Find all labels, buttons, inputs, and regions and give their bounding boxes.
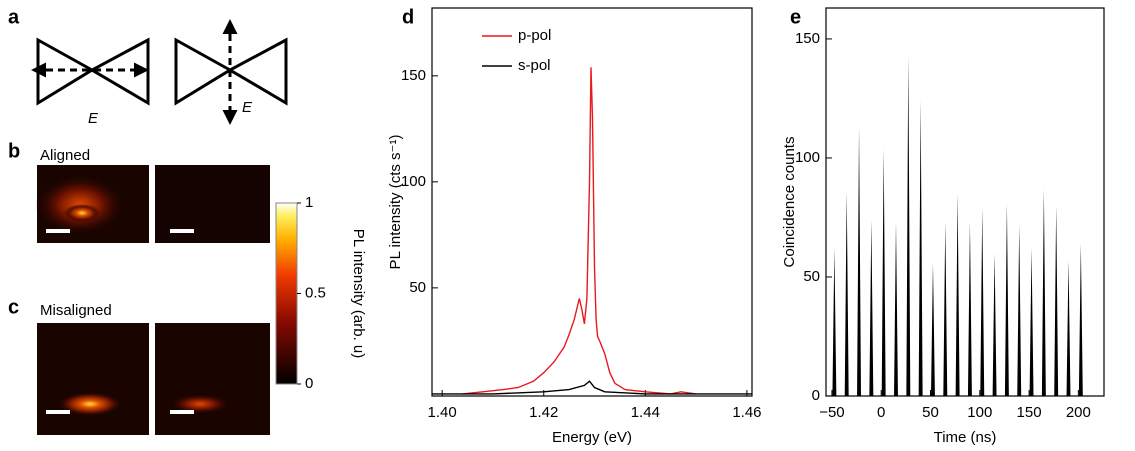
panel-label: d: [402, 6, 414, 28]
colorbar-tick-label: 0: [305, 375, 313, 392]
coincidence-peak: [955, 193, 960, 396]
colorbar-tick-label: 1: [305, 194, 313, 211]
x-tick-label: 1.40: [428, 404, 457, 421]
coincidence-peak: [906, 55, 911, 396]
x-tick-label: −50: [819, 404, 844, 421]
x-tick-label: 1.46: [732, 404, 761, 421]
coincidence-peak: [857, 127, 861, 396]
coincidence-peak: [1041, 188, 1046, 396]
coincidence-peak: [894, 222, 898, 396]
plot-frame: [825, 7, 1105, 397]
coincidence-peak: [1066, 260, 1071, 396]
panel-label: a: [8, 6, 20, 28]
coincidence-peak: [1054, 205, 1059, 396]
y-tick-label: 150: [795, 30, 820, 47]
y-tick-label: 50: [409, 279, 426, 296]
legend-label: s-pol: [518, 57, 551, 74]
data-line: [462, 67, 697, 395]
coincidence-peak: [1078, 243, 1083, 396]
coincidence-peak: [943, 222, 948, 396]
y-tick-label: 150: [401, 67, 426, 84]
coincidence-peak: [881, 148, 886, 396]
x-tick-label: 0: [877, 404, 885, 421]
legend-label: p-pol: [518, 27, 551, 44]
colorbar-label: PL intensity (arb. u): [350, 229, 367, 359]
panel-label: b: [8, 140, 20, 162]
x-tick-label: 1.42: [529, 404, 558, 421]
coincidence-peak: [918, 100, 923, 397]
coincidence-peak: [967, 222, 972, 396]
plot-frame: [431, 7, 753, 397]
coincidence-peak: [869, 219, 874, 396]
panel-label: e: [790, 6, 801, 28]
y-tick-label: 100: [795, 149, 820, 166]
field-label: E: [88, 110, 99, 127]
x-tick-label: 1.44: [631, 404, 660, 421]
colorbar-tick-label: 0.5: [305, 284, 326, 301]
panel-label: c: [8, 296, 19, 318]
x-tick-label: 200: [1066, 404, 1091, 421]
pl-maps: [35, 165, 270, 435]
y-axis-label: PL intensity (cts s⁻¹): [387, 135, 404, 270]
y-tick-label: 0: [812, 387, 820, 404]
y-tick-label: 100: [401, 173, 426, 190]
x-axis-label: Time (ns): [934, 429, 997, 446]
bowtie-diagram: [31, 19, 288, 125]
y-axis-label: Coincidence counts: [781, 137, 798, 268]
coincidence-peak: [930, 262, 935, 396]
coincidence-peak: [832, 248, 837, 396]
coincidence-peak: [844, 191, 849, 396]
x-tick-label: 50: [922, 404, 939, 421]
x-tick-label: 150: [1017, 404, 1042, 421]
map-label: Aligned: [40, 147, 90, 164]
coincidence-peak: [1017, 224, 1022, 396]
x-tick-label: 100: [967, 404, 992, 421]
x-axis-label: Energy (eV): [552, 429, 632, 446]
y-tick-label: 50: [803, 268, 820, 285]
data-line: [432, 380, 752, 395]
map-label: Misaligned: [40, 302, 112, 319]
coincidence-peak: [1004, 203, 1009, 396]
coincidence-peak: [1029, 248, 1034, 396]
colorbar: [275, 202, 298, 385]
field-label: E: [242, 99, 253, 116]
coincidence-peak: [980, 207, 985, 396]
coincidence-peak: [992, 253, 997, 396]
